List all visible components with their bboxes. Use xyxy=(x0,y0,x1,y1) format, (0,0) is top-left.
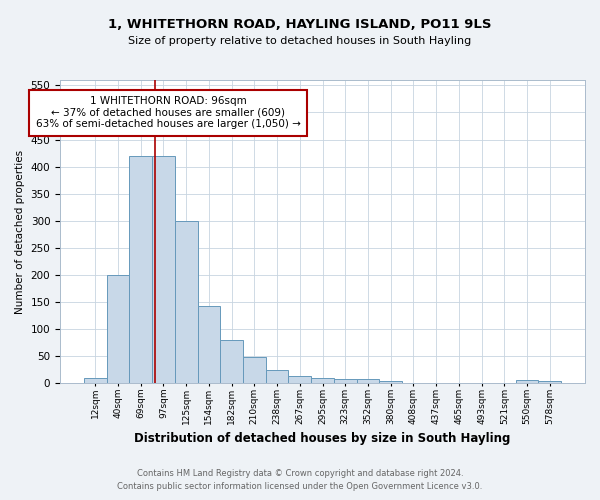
Bar xyxy=(107,275,130,383)
Text: 1 WHITETHORN ROAD: 96sqm
← 37% of detached houses are smaller (609)
63% of semi-: 1 WHITETHORN ROAD: 96sqm ← 37% of detach… xyxy=(35,96,301,130)
X-axis label: Distribution of detached houses by size in South Hayling: Distribution of detached houses by size … xyxy=(134,432,511,445)
Bar xyxy=(289,376,311,383)
Text: Contains public sector information licensed under the Open Government Licence v3: Contains public sector information licen… xyxy=(118,482,482,491)
Text: Contains HM Land Registry data © Crown copyright and database right 2024.: Contains HM Land Registry data © Crown c… xyxy=(137,468,463,477)
Bar xyxy=(334,379,356,383)
Bar xyxy=(538,381,561,383)
Y-axis label: Number of detached properties: Number of detached properties xyxy=(15,150,25,314)
Bar xyxy=(197,306,220,383)
Bar xyxy=(175,220,197,383)
Bar xyxy=(152,156,175,383)
Bar xyxy=(515,380,538,383)
Bar xyxy=(311,378,334,383)
Text: 1, WHITETHORN ROAD, HAYLING ISLAND, PO11 9LS: 1, WHITETHORN ROAD, HAYLING ISLAND, PO11… xyxy=(108,18,492,30)
Bar xyxy=(266,370,289,383)
Bar xyxy=(379,381,402,383)
Bar xyxy=(356,379,379,383)
Bar xyxy=(243,356,266,383)
Bar xyxy=(84,378,107,383)
Text: Size of property relative to detached houses in South Hayling: Size of property relative to detached ho… xyxy=(128,36,472,46)
Bar xyxy=(220,340,243,383)
Bar xyxy=(130,156,152,383)
